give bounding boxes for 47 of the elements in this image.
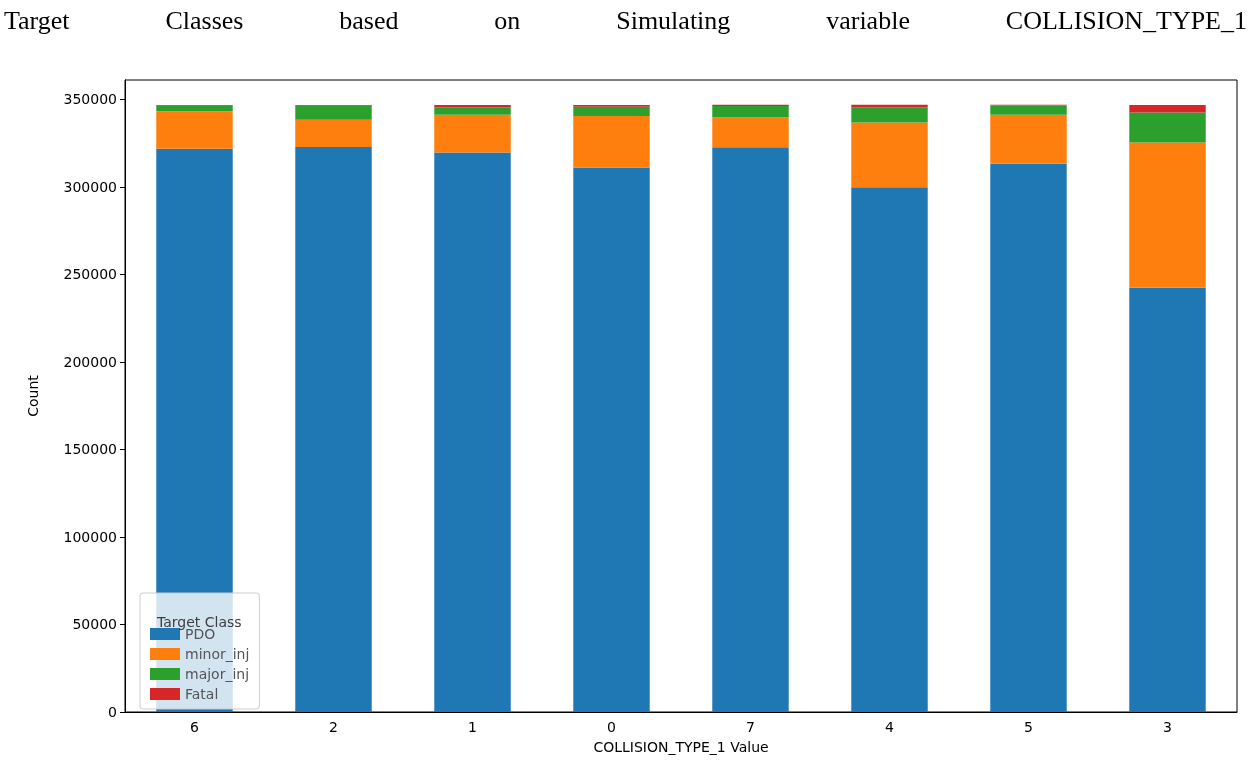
y-axis-title: Count [25,374,41,417]
bar [434,152,511,712]
x-tick-label: 1 [468,719,477,735]
bar [295,105,372,120]
y-tick-label: 300000 [63,178,117,195]
bar [1129,142,1206,288]
legend-label: Fatal [185,686,219,702]
bar [573,106,650,117]
bar [156,105,233,112]
bar [851,107,928,123]
bar [295,119,372,148]
legend-label: major_inj [185,666,250,682]
bar [156,111,233,149]
bar [573,167,650,712]
bar [1129,112,1206,143]
chart-title: Target Classes based on Simulating variable COLLISION_TYPE_1 [4,6,1247,36]
bar [712,105,789,118]
bar [990,163,1067,712]
y-tick-label: 350000 [63,91,117,108]
x-tick-label: 2 [329,719,338,735]
x-tick-label: 0 [607,719,616,735]
x-tick-label: 7 [746,719,755,735]
y-tick-label: 150000 [63,441,117,458]
bar [712,147,789,712]
y-tick-label: 50000 [72,616,117,633]
x-tick-label: 4 [885,719,895,735]
legend-label: minor_inj [185,646,250,662]
bar [1129,105,1206,113]
y-tick-label: 0 [108,704,117,720]
bar [295,147,372,712]
bar [434,105,511,108]
bar [434,107,511,115]
bar [990,105,1067,115]
y-tick-label: 250000 [63,266,117,283]
bar [1129,287,1206,712]
bar [851,122,928,188]
x-tick-label: 5 [1024,719,1033,735]
x-axis-title: COLLISION_TYPE_1 Value [593,739,769,755]
bar [434,114,511,153]
bar [990,114,1067,164]
y-tick-label: 100000 [63,528,117,545]
bar [851,187,928,712]
bar [573,116,650,168]
x-tick-label: 3 [1163,719,1172,735]
bar [712,117,789,148]
x-tick-label: 6 [190,719,200,735]
y-tick-label: 200000 [63,353,117,370]
